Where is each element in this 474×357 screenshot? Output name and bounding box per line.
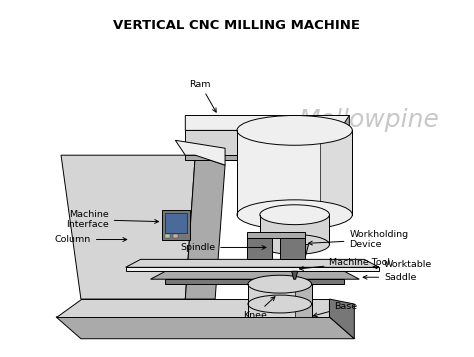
Text: Machine
Interface: Machine Interface xyxy=(66,210,159,230)
Text: Machine Tool: Machine Tool xyxy=(300,258,391,270)
Bar xyxy=(173,233,178,237)
Polygon shape xyxy=(151,271,359,279)
Polygon shape xyxy=(185,116,349,130)
Polygon shape xyxy=(287,260,302,271)
Polygon shape xyxy=(260,215,329,245)
Polygon shape xyxy=(295,304,311,317)
Polygon shape xyxy=(329,299,354,339)
Polygon shape xyxy=(61,155,195,299)
Polygon shape xyxy=(185,155,225,299)
Text: Spindle: Spindle xyxy=(180,243,266,252)
Polygon shape xyxy=(248,284,311,304)
Polygon shape xyxy=(126,267,379,271)
Text: Ram: Ram xyxy=(190,80,216,112)
Text: Worktable: Worktable xyxy=(373,260,432,269)
Bar xyxy=(165,213,187,232)
Polygon shape xyxy=(295,284,311,304)
Ellipse shape xyxy=(248,275,311,293)
Polygon shape xyxy=(185,155,339,160)
Text: VERTICAL CNC MILLING MACHINE: VERTICAL CNC MILLING MACHINE xyxy=(113,19,361,32)
Text: Saddle: Saddle xyxy=(363,273,417,282)
Polygon shape xyxy=(165,279,345,284)
Bar xyxy=(165,233,170,237)
Polygon shape xyxy=(126,260,379,267)
Polygon shape xyxy=(175,140,225,165)
Ellipse shape xyxy=(237,116,352,145)
Polygon shape xyxy=(56,299,329,317)
Polygon shape xyxy=(237,130,352,215)
Text: Mellowpine: Mellowpine xyxy=(299,109,440,132)
Text: Base: Base xyxy=(313,302,357,317)
Polygon shape xyxy=(56,317,354,339)
Polygon shape xyxy=(247,232,305,237)
Polygon shape xyxy=(280,237,305,260)
Ellipse shape xyxy=(260,235,329,255)
Polygon shape xyxy=(248,304,311,317)
Polygon shape xyxy=(319,130,352,215)
Polygon shape xyxy=(339,116,349,155)
Polygon shape xyxy=(247,237,272,260)
Polygon shape xyxy=(185,130,339,155)
Polygon shape xyxy=(281,245,309,260)
Text: Column: Column xyxy=(55,235,127,244)
Polygon shape xyxy=(292,271,298,279)
Bar xyxy=(163,210,190,240)
Ellipse shape xyxy=(248,295,311,313)
Ellipse shape xyxy=(260,205,329,225)
Text: Knee: Knee xyxy=(243,297,275,320)
Ellipse shape xyxy=(237,200,352,230)
Text: Workholding
Device: Workholding Device xyxy=(309,230,409,249)
